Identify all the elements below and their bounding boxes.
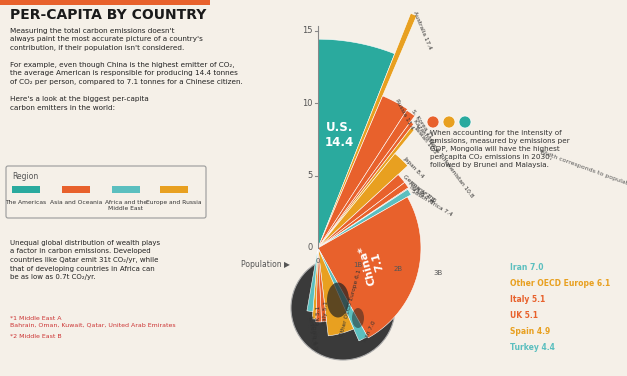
Text: PER-CAPITA BY COUNTRY: PER-CAPITA BY COUNTRY	[10, 8, 206, 22]
Text: 15: 15	[302, 26, 313, 35]
Text: Europe and Russia: Europe and Russia	[146, 200, 202, 205]
Polygon shape	[312, 248, 318, 319]
Text: Italy 5.1: Italy 5.1	[510, 296, 545, 305]
Text: 5: 5	[308, 171, 313, 180]
Polygon shape	[318, 248, 367, 341]
Text: Asia A* 7.5: Asia A* 7.5	[408, 181, 437, 204]
Polygon shape	[318, 13, 417, 248]
Text: Germany 7.5: Germany 7.5	[403, 174, 435, 203]
Text: 0: 0	[308, 244, 313, 253]
Polygon shape	[318, 39, 394, 248]
Polygon shape	[318, 189, 411, 248]
Text: Italy 5.1: Italy 5.1	[322, 301, 329, 325]
Polygon shape	[307, 248, 318, 312]
Text: UK 5.1: UK 5.1	[510, 311, 538, 320]
Polygon shape	[318, 110, 415, 248]
Text: Japan 8.4: Japan 8.4	[402, 156, 424, 179]
Text: Other OECD Europe 6.1: Other OECD Europe 6.1	[510, 279, 610, 288]
Text: Turkey 4.4: Turkey 4.4	[307, 314, 316, 345]
Text: Australia 17.4: Australia 17.4	[413, 11, 433, 50]
Text: 10: 10	[302, 99, 313, 108]
Text: Russia 11.4: Russia 11.4	[394, 98, 415, 130]
Ellipse shape	[352, 308, 364, 328]
Bar	[112, 186, 140, 193]
Text: Kazakhstan & Turkmenistan 10.8: Kazakhstan & Turkmenistan 10.8	[412, 119, 474, 199]
Text: 2B: 2B	[393, 266, 403, 272]
Polygon shape	[318, 197, 421, 338]
Text: Spain 4.9: Spain 4.9	[510, 327, 551, 337]
Bar	[160, 186, 188, 193]
Text: Other OECD Europe 6.1: Other OECD Europe 6.1	[340, 269, 362, 337]
Text: South Africa 7.4: South Africa 7.4	[411, 188, 453, 217]
Polygon shape	[316, 248, 322, 322]
FancyBboxPatch shape	[6, 166, 206, 218]
Bar	[12, 186, 40, 193]
Text: U.S.
14.4: U.S. 14.4	[325, 121, 354, 149]
Circle shape	[291, 256, 395, 360]
Text: Width corresponds to population: Width corresponds to population	[539, 150, 627, 190]
Text: Iran 7.0: Iran 7.0	[510, 264, 544, 273]
Polygon shape	[318, 127, 414, 248]
Polygon shape	[318, 182, 408, 248]
Polygon shape	[318, 122, 414, 248]
Text: Iran 7.0: Iran 7.0	[362, 320, 377, 343]
Text: *2 Middle East B: *2 Middle East B	[10, 334, 61, 339]
Text: S. Korea 11.3: S. Korea 11.3	[411, 109, 437, 144]
Text: Israel 7.4: Israel 7.4	[409, 185, 435, 205]
Text: Measuring the total carbon emissions doesn't
always paint the most accurate pict: Measuring the total carbon emissions doe…	[10, 28, 243, 111]
Bar	[62, 186, 90, 193]
Text: When accounting for the intensity of
emissions, measured by emissions per
GDP, M: When accounting for the intensity of emi…	[430, 130, 570, 168]
Text: 3B: 3B	[433, 270, 443, 276]
Polygon shape	[318, 174, 404, 248]
Polygon shape	[318, 96, 408, 248]
Circle shape	[443, 116, 455, 128]
Ellipse shape	[327, 282, 349, 317]
Circle shape	[427, 116, 439, 128]
Text: Spain 4.9: Spain 4.9	[312, 322, 318, 350]
Text: The Americas: The Americas	[6, 200, 46, 205]
Text: Asia and Oceania: Asia and Oceania	[50, 200, 102, 205]
Text: Population ▶: Population ▶	[241, 260, 290, 269]
Text: 1B: 1B	[354, 262, 362, 268]
Polygon shape	[318, 248, 327, 322]
Text: Africa and the
Middle East: Africa and the Middle East	[105, 200, 147, 211]
Bar	[0, 0, 210, 5]
Text: China*
7.1: China* 7.1	[357, 241, 389, 286]
Text: UK 5.1: UK 5.1	[316, 306, 322, 325]
Text: Turkey 4.4: Turkey 4.4	[510, 344, 555, 353]
Text: Unequal global distribution of wealth plays
a factor in carbon emissions. Develo: Unequal global distribution of wealth pl…	[10, 240, 160, 280]
Text: 0: 0	[316, 258, 320, 264]
Text: Taiwan 10.5: Taiwan 10.5	[413, 125, 438, 155]
Circle shape	[459, 116, 471, 128]
Polygon shape	[318, 153, 408, 248]
Text: *1 Middle East A
Bahrain, Oman, Kuwait, Qatar, United Arab Emirates: *1 Middle East A Bahrain, Oman, Kuwait, …	[10, 316, 176, 327]
Text: Region: Region	[12, 172, 38, 181]
Polygon shape	[318, 248, 354, 336]
Polygon shape	[318, 188, 408, 248]
